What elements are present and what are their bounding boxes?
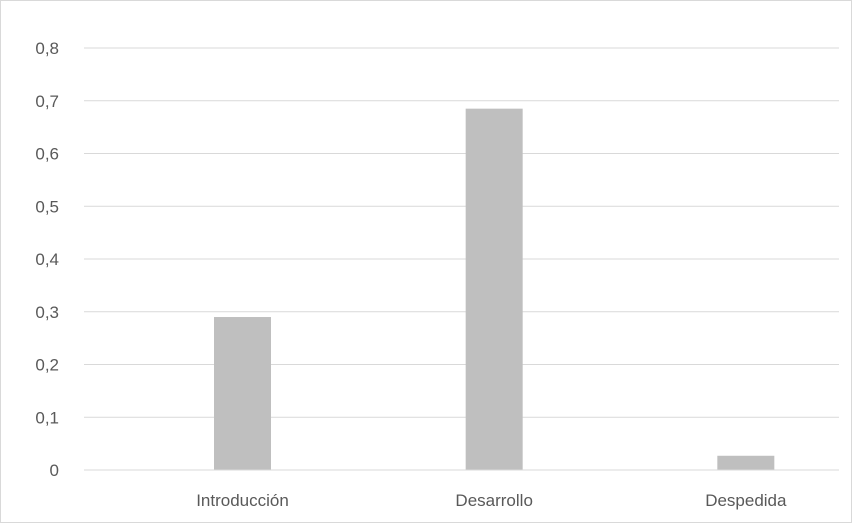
x-category-label: Despedida	[705, 491, 787, 510]
y-tick-label: 0,6	[35, 145, 59, 164]
y-tick-label: 0,4	[35, 250, 59, 269]
bars	[214, 108, 775, 470]
y-tick-label: 0,2	[35, 356, 59, 375]
y-tick-label: 0,3	[35, 303, 59, 322]
x-category-label: Introducción	[196, 491, 289, 510]
bar-introducción	[214, 317, 271, 470]
bar-desarrollo	[465, 108, 523, 470]
y-tick-label: 0,7	[35, 92, 59, 111]
y-tick-label: 0	[50, 461, 59, 480]
y-tick-label: 0,8	[35, 39, 59, 58]
x-axis-category-labels: Introducción Desarrollo Despedida	[196, 491, 787, 510]
y-axis-tick-labels: 0 0,1 0,2 0,3 0,4 0,5 0,6 0,7 0,8	[35, 39, 59, 480]
gridlines	[84, 47, 839, 418]
bar-despedida	[717, 455, 775, 470]
x-category-label: Desarrollo	[455, 491, 532, 510]
y-tick-label: 0,1	[35, 408, 59, 427]
y-tick-label: 0,5	[35, 197, 59, 216]
